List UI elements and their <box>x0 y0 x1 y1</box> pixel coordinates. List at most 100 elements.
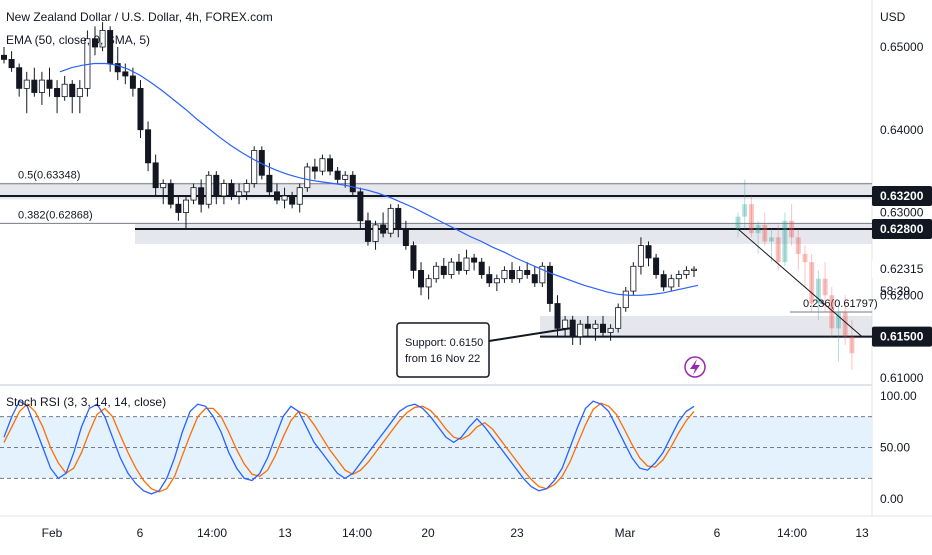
symbol-title[interactable]: New Zealand Dollar / U.S. Dollar, 4h, FO… <box>6 10 273 24</box>
candle-down[interactable] <box>653 257 660 275</box>
candle-up[interactable] <box>190 187 197 201</box>
candle-down[interactable] <box>152 162 159 189</box>
candle-up[interactable] <box>622 290 629 309</box>
candle-down[interactable] <box>213 174 220 197</box>
candle-down[interactable] <box>46 79 53 89</box>
candle-down[interactable] <box>554 303 561 329</box>
candle-down[interactable] <box>122 71 129 77</box>
candle-down[interactable] <box>402 228 409 247</box>
candle-down[interactable] <box>198 187 205 205</box>
candle-up[interactable] <box>160 183 167 189</box>
candle-down[interactable] <box>266 174 273 193</box>
price-badge[interactable] <box>872 185 932 206</box>
candle-up[interactable] <box>236 191 243 197</box>
candle-down[interactable] <box>509 270 516 280</box>
candle-down[interactable] <box>8 59 15 69</box>
candle-up[interactable] <box>562 319 569 329</box>
candle-down[interactable] <box>380 224 387 234</box>
candle-up[interactable] <box>539 265 546 284</box>
candle-up[interactable] <box>23 79 30 89</box>
candle-up[interactable] <box>433 265 440 280</box>
candle-up[interactable] <box>182 199 189 213</box>
candle-down[interactable] <box>145 129 152 164</box>
candle-up[interactable] <box>425 278 432 288</box>
candle-down[interactable] <box>334 170 341 180</box>
candle-down[interactable] <box>91 38 98 48</box>
candle-up[interactable] <box>577 323 584 338</box>
candle-up[interactable] <box>448 261 455 275</box>
candle-up[interactable] <box>296 187 303 205</box>
candle-up[interactable] <box>607 327 614 333</box>
candle-up[interactable] <box>99 30 106 48</box>
candle-up[interactable] <box>493 278 500 284</box>
candle-up[interactable] <box>342 174 349 180</box>
candle-down[interactable] <box>478 261 485 275</box>
stoch-rsi-d-line[interactable] <box>3 402 695 493</box>
price-badge[interactable] <box>872 259 932 280</box>
annotation-box[interactable] <box>396 322 490 378</box>
candle-down[interactable] <box>129 75 136 89</box>
candle-down[interactable] <box>175 203 182 213</box>
candle-down[interactable] <box>524 270 531 275</box>
candle-down[interactable] <box>273 191 280 201</box>
candle-down[interactable] <box>31 79 38 93</box>
candle-down[interactable] <box>16 67 23 89</box>
candle-down[interactable] <box>327 158 334 172</box>
candle-up[interactable] <box>38 79 45 93</box>
stoch-rsi-legend[interactable]: Stoch RSI (3, 3, 14, 14, close) <box>6 395 167 409</box>
candle-down[interactable] <box>167 183 174 205</box>
candle-up[interactable] <box>205 174 212 205</box>
price-badge[interactable] <box>872 219 932 240</box>
candle-down[interactable] <box>486 274 493 284</box>
candle-down[interactable] <box>531 274 538 284</box>
candle-down[interactable] <box>0 54 7 60</box>
candle-down[interactable] <box>69 83 76 98</box>
candle-down[interactable] <box>357 191 364 222</box>
candle-down[interactable] <box>311 166 318 172</box>
price-badge[interactable] <box>872 326 932 347</box>
candle-down[interactable] <box>54 87 61 98</box>
candle-down[interactable] <box>107 30 114 64</box>
candle-up[interactable] <box>615 307 622 329</box>
candle-up[interactable] <box>61 83 68 98</box>
candle-down[interactable] <box>584 323 591 329</box>
candle-up[interactable] <box>637 245 644 267</box>
candle-up[interactable] <box>592 323 599 329</box>
candle-up[interactable] <box>683 270 690 275</box>
candle-down[interactable] <box>395 207 402 230</box>
candle-down[interactable] <box>410 245 417 271</box>
candle-up[interactable] <box>243 183 250 193</box>
candle-down[interactable] <box>228 183 235 197</box>
candle-down[interactable] <box>137 87 144 131</box>
candle-down[interactable] <box>546 265 553 304</box>
candle-up[interactable] <box>516 270 523 280</box>
candle-up[interactable] <box>630 265 637 292</box>
candle-down[interactable] <box>455 261 462 271</box>
candle-down[interactable] <box>440 265 447 275</box>
candle-up[interactable] <box>691 268 698 271</box>
ema-line[interactable] <box>59 62 699 296</box>
candle-down[interactable] <box>660 274 667 288</box>
candle-up[interactable] <box>251 150 258 184</box>
candle-down[interactable] <box>289 195 296 205</box>
candle-up[interactable] <box>463 257 470 271</box>
candle-down[interactable] <box>114 63 121 73</box>
ema-legend[interactable]: EMA (50, close, 0, SMA, 5) <box>6 33 151 47</box>
candle-down[interactable] <box>471 257 478 263</box>
candle-down[interactable] <box>600 323 607 333</box>
candle-up[interactable] <box>668 278 675 288</box>
candle-up[interactable] <box>372 224 379 242</box>
candle-down[interactable] <box>364 220 371 242</box>
stoch-rsi-k-line[interactable] <box>3 400 695 495</box>
candle-up[interactable] <box>501 270 508 280</box>
candle-up[interactable] <box>281 195 288 201</box>
candle-up[interactable] <box>387 207 394 234</box>
candle-up[interactable] <box>304 166 311 189</box>
candle-up[interactable] <box>76 87 83 98</box>
candle-up[interactable] <box>319 158 326 172</box>
candle-down[interactable] <box>418 270 425 288</box>
candle-down[interactable] <box>349 174 356 193</box>
candle-up[interactable] <box>220 183 227 197</box>
